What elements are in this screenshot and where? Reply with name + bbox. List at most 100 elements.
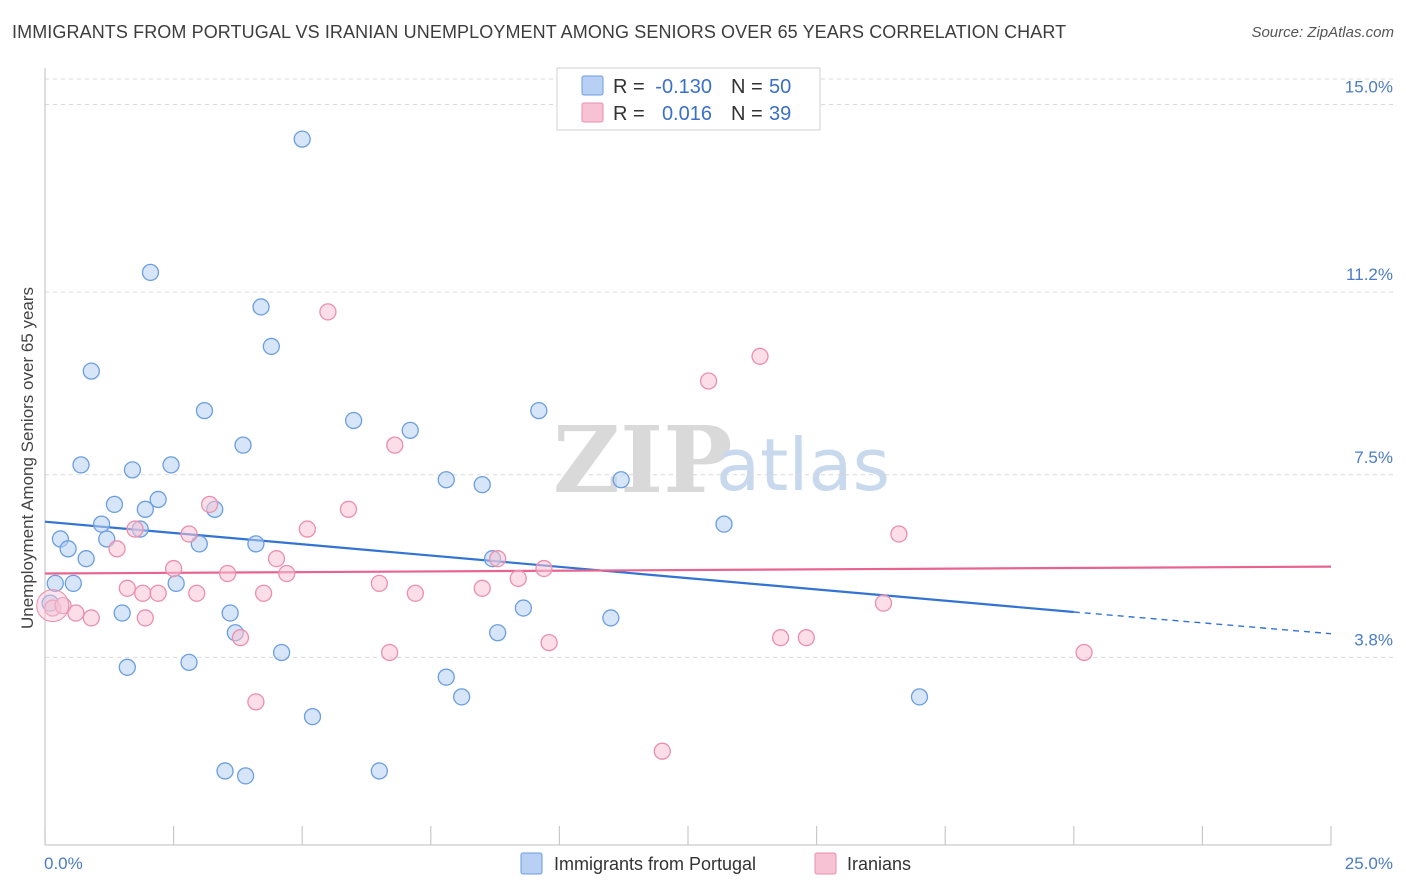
point-iranians — [247, 693, 265, 711]
point-iranians — [771, 629, 790, 647]
y-tick-label: 7.5% — [1354, 448, 1393, 467]
trend-line-portugal-extrapolated — [1073, 611, 1332, 635]
legend: Immigrants from Portugal Iranians — [520, 852, 911, 875]
stats-n-value-2: 39 — [769, 103, 791, 125]
stats-swatch-blue — [581, 75, 604, 96]
legend-label-iranians: Iranians — [847, 854, 911, 874]
point-iranians — [386, 436, 404, 454]
point-portugal — [602, 609, 620, 627]
point-portugal — [136, 500, 154, 518]
point-iranians — [200, 495, 219, 514]
chart-source: Source: ZipAtlas.com — [1251, 24, 1394, 41]
stats-r-value-1: -0.130 — [655, 76, 712, 98]
point-portugal — [236, 767, 255, 785]
point-iranians — [218, 564, 237, 583]
stats-box: R = -0.130 N = 50 R = 0.016 N = 39 — [556, 67, 821, 131]
watermark-zip: ZIP — [553, 406, 732, 514]
point-portugal — [303, 708, 322, 726]
point-portugal — [180, 653, 198, 672]
point-portugal — [272, 643, 291, 662]
point-iranians — [278, 564, 296, 583]
point-portugal — [247, 535, 265, 553]
point-iranians — [149, 584, 167, 602]
point-iranians — [254, 584, 273, 602]
y-tick-label: 15.0% — [1345, 78, 1393, 97]
point-iranians — [890, 525, 908, 543]
stats-r-value-2: 0.016 — [662, 103, 712, 125]
stats-r-label-2: R = — [613, 103, 645, 125]
x-tick-label-min: 0.0% — [44, 854, 83, 873]
point-portugal — [77, 550, 95, 568]
trend-lines — [44, 520, 1332, 635]
axes — [44, 68, 1332, 846]
point-portugal — [612, 471, 630, 489]
stats-n-value-1: 50 — [769, 76, 791, 98]
point-iranians — [540, 633, 558, 652]
point-portugal — [401, 421, 419, 440]
point-portugal — [715, 515, 733, 533]
legend-swatch-iranians — [814, 852, 837, 875]
point-iranians — [535, 559, 553, 578]
trend-line-iranians — [44, 565, 1332, 575]
point-portugal — [910, 688, 929, 706]
point-portugal — [72, 456, 90, 474]
point-portugal — [149, 490, 167, 509]
point-iranians — [180, 525, 198, 543]
point-portugal — [46, 574, 64, 593]
point-iranians — [1075, 643, 1093, 662]
point-iranians — [164, 559, 183, 578]
point-iranians — [54, 596, 72, 615]
point-portugal — [64, 574, 82, 593]
stats-n-label-1: N = — [731, 76, 763, 98]
point-iranians — [699, 372, 718, 390]
point-portugal — [437, 471, 455, 489]
point-iranians — [108, 540, 126, 558]
point-portugal — [489, 624, 507, 642]
point-iranians — [188, 584, 206, 602]
point-iranians — [136, 609, 154, 627]
point-portugal — [262, 337, 280, 356]
stats-swatch-pink — [581, 102, 604, 123]
point-iranians — [231, 629, 250, 647]
point-portugal — [252, 298, 270, 316]
point-portugal — [123, 461, 142, 479]
point-iranians — [118, 579, 136, 597]
point-iranians — [874, 594, 893, 612]
watermark-atlas: atlas — [716, 423, 890, 507]
point-portugal — [162, 456, 180, 474]
stats-r-label-1: R = — [613, 76, 645, 98]
x-tick-label-max: 25.0% — [1345, 854, 1393, 873]
scatter-points — [36, 130, 1093, 785]
point-portugal — [92, 515, 111, 533]
point-portugal — [437, 668, 455, 686]
point-portugal — [234, 436, 252, 454]
point-iranians — [751, 347, 769, 365]
trend-line-portugal — [44, 520, 1074, 614]
point-iranians — [67, 604, 85, 622]
legend-swatch-portugal — [520, 852, 543, 875]
point-portugal — [141, 263, 160, 282]
stats-n-label-2: N = — [731, 103, 763, 125]
point-iranians — [370, 574, 389, 593]
point-portugal — [82, 362, 100, 380]
point-iranians — [406, 584, 425, 602]
point-portugal — [113, 604, 131, 622]
legend-label-portugal: Immigrants from Portugal — [554, 854, 756, 874]
point-iranians — [489, 550, 507, 568]
point-iranians — [509, 569, 527, 588]
y-axis-label: Unemployment Among Seniors over 65 years — [18, 287, 37, 629]
point-iranians — [380, 643, 399, 662]
point-iranians — [298, 520, 316, 538]
point-portugal — [105, 495, 124, 514]
point-cluster-origin — [36, 589, 70, 623]
point-portugal — [221, 604, 239, 622]
point-iranians — [134, 584, 152, 602]
point-iranians — [319, 303, 337, 321]
chart-title: IMMIGRANTS FROM PORTUGAL VS IRANIAN UNEM… — [12, 22, 1067, 42]
point-portugal — [167, 574, 185, 593]
point-portugal — [118, 658, 136, 676]
point-portugal — [216, 762, 234, 780]
point-portugal — [453, 688, 471, 706]
point-portugal — [370, 762, 389, 780]
